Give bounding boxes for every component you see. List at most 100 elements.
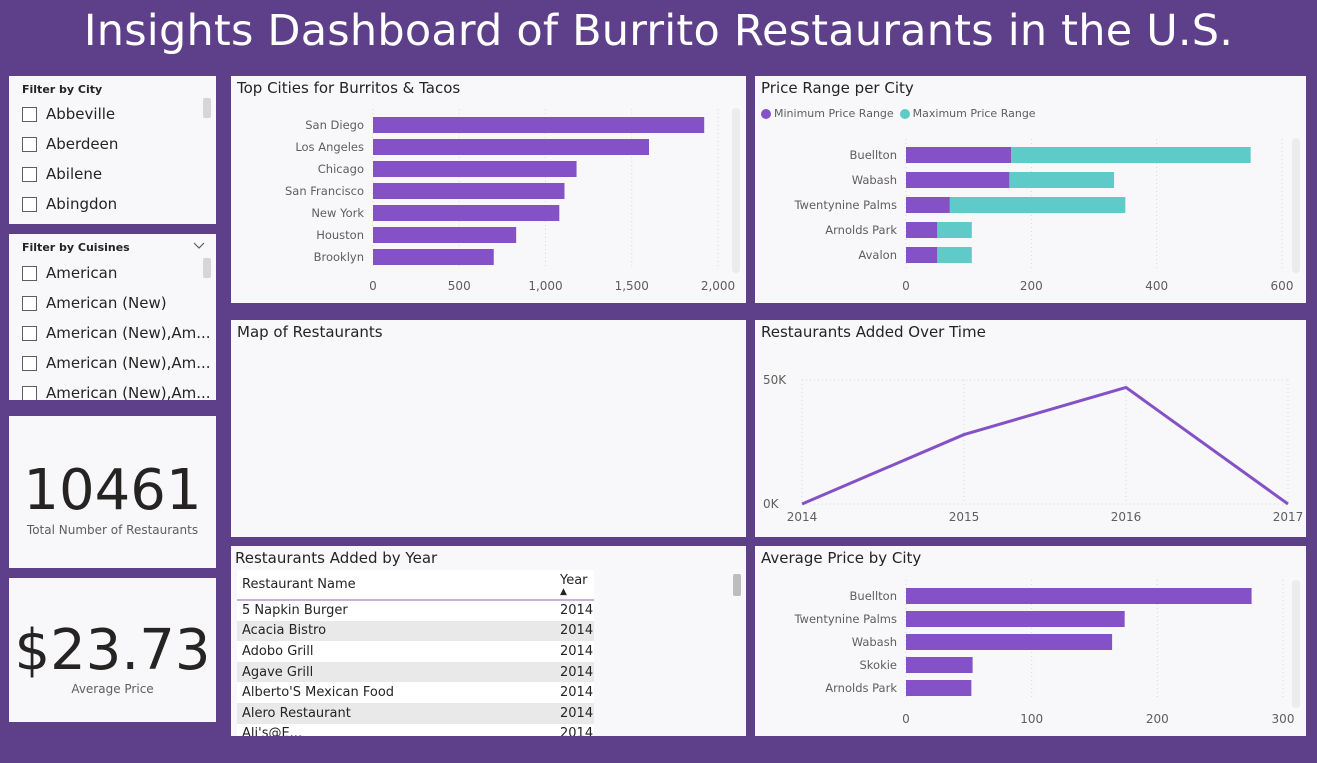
cell-year: 2014 [555,723,594,736]
bar [373,161,577,177]
x-tick-label: 0 [902,279,910,293]
sort-ascending-icon[interactable]: ▲ [560,587,567,597]
bar [906,588,1252,604]
category-label: San Francisco [285,184,364,198]
kpi-total-value: 10461 [23,458,202,523]
checkbox[interactable] [22,136,37,152]
chevron-down-icon[interactable] [193,242,205,250]
category-label: Twentynine Palms [793,198,897,212]
cuisine-filter-item[interactable]: American (New),Am... [22,382,211,400]
bar-segment [949,197,1126,213]
bar-segment [937,247,972,263]
table-row[interactable]: Acacia Bistro 2014 [237,620,594,642]
checkbox[interactable] [22,196,37,212]
city-filter-item[interactable]: Abingdon [22,193,117,215]
legend-swatch [899,108,910,119]
bar [373,183,565,199]
kpi-price-value: $23.73 [14,618,211,683]
legend-item: Maximum Price Range [899,107,1036,120]
checkbox[interactable] [22,325,37,341]
price-range-plot: 0 200 400 600 Buellton Wabash Twentynine Palms… [793,139,1293,293]
map-title: Map of Restaurants [237,323,383,341]
checkbox[interactable] [22,106,37,122]
cuisine-filter-item[interactable]: American (New) [22,292,167,314]
cuisine-filter-item[interactable]: American (New),Am... [22,322,211,344]
bar [373,249,494,265]
category-label: Chicago [318,162,364,176]
x-tick-label: 200 [1020,279,1043,293]
y-tick-label: 50K [763,373,787,387]
avg-price-plot: 0 100 200 300 Buellton Twentynine Palms Wabash… [793,580,1294,726]
bar [373,139,649,155]
city-filter-item[interactable]: Abilene [22,163,102,185]
table-header-row: Restaurant Name Year ▲ [237,570,594,601]
x-tick-label: 2014 [787,510,818,524]
cell-restaurant-name: Alberto'S Mexican Food [237,682,555,703]
map-tile[interactable]: Map of Restaurants [231,320,746,537]
data-table: Restaurant Name Year ▲ 5 Napkin Burger 201… [237,570,594,736]
bar [906,657,973,673]
category-label: Houston [316,228,364,242]
city-filter-title: Filter by City [22,83,103,96]
bar-segment [1009,172,1115,188]
series-line [801,385,1289,506]
bar-segment [906,147,1012,163]
legend-label: Maximum Price Range [912,107,1036,120]
city-filter-scrollbar[interactable] [203,98,211,118]
city-filter-item[interactable]: Aberdeen [22,133,118,155]
cuisine-filter-scrollbar[interactable] [203,258,211,278]
cell-year: 2014 [555,620,594,642]
category-label: Avalon [858,248,897,262]
category-label: Wabash [852,173,897,187]
bar-segment [937,222,972,238]
checkbox[interactable] [22,355,37,371]
category-label: San Diego [305,118,364,132]
column-header-name[interactable]: Restaurant Name [237,570,555,601]
category-label: Skokie [859,658,897,672]
table-row[interactable]: Alero Restaurant 2014 [237,702,594,724]
legend-label: Minimum Price Range [774,107,894,120]
x-tick-label: 2,000 [701,279,735,293]
cell-year: 2014 [555,600,594,621]
x-tick-label: 0 [902,712,910,726]
added-by-year-table: Restaurants Added by Year Restaurant Nam… [231,546,746,736]
price-range-title: Price Range per City [761,79,914,97]
cell-year: 2014 [555,702,594,724]
table-row[interactable]: Adobo Grill 2014 [237,641,594,662]
checkbox[interactable] [22,295,37,311]
cell-restaurant-name: Agave Grill [237,661,555,683]
cell-year: 2014 [555,682,594,703]
table-row[interactable]: Alberto'S Mexican Food 2014 [237,682,594,703]
table-row[interactable]: Ali's@E... 2014 [237,723,594,736]
cell-restaurant-name: Ali's@E... [237,723,555,736]
top-cities-scrollbar[interactable] [732,108,740,273]
checkbox[interactable] [22,265,37,281]
x-tick-label: 1,000 [528,279,562,293]
cuisine-filter-item[interactable]: American (New),Am... [22,352,211,374]
cell-year: 2014 [555,661,594,683]
table-row[interactable]: 5 Napkin Burger 2014 [237,600,594,621]
bar [906,611,1125,627]
category-label: Brooklyn [314,250,364,264]
x-tick-label: 500 [448,279,471,293]
bar [373,117,705,133]
city-filter-item[interactable]: Abbeville [22,103,115,125]
cuisine-filter-slicer: Filter by Cuisines American American (Ne… [9,234,216,400]
category-label: Arnolds Park [825,223,897,237]
price-range-scrollbar[interactable] [1292,138,1300,273]
bar [373,227,517,243]
x-tick-label: 2015 [949,510,980,524]
table-row[interactable]: Agave Grill 2014 [237,661,594,683]
cuisine-filter-item[interactable]: American [22,262,117,284]
bar-segment [906,172,1010,188]
column-header-year[interactable]: Year ▲ [555,570,594,601]
avg-price-scrollbar[interactable] [1292,580,1300,708]
checkbox[interactable] [22,385,37,400]
table-scrollbar[interactable] [733,574,741,596]
bar-segment [906,222,938,238]
bar [906,634,1113,650]
checkbox[interactable] [22,166,37,182]
y-tick-label: 0K [763,497,780,511]
legend-item: Minimum Price Range [761,107,894,120]
x-tick-label: 0 [369,279,377,293]
